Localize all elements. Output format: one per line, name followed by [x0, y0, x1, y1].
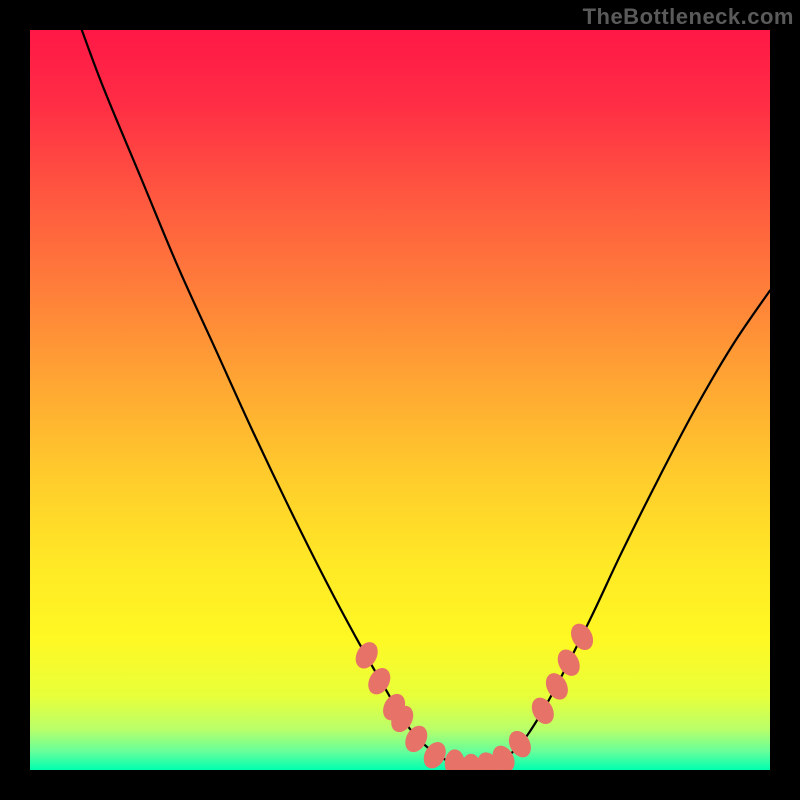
plot-background — [30, 30, 770, 770]
chart-frame: TheBottleneck.com — [0, 0, 800, 800]
attribution-label: TheBottleneck.com — [583, 4, 794, 30]
chart-svg — [0, 0, 800, 800]
